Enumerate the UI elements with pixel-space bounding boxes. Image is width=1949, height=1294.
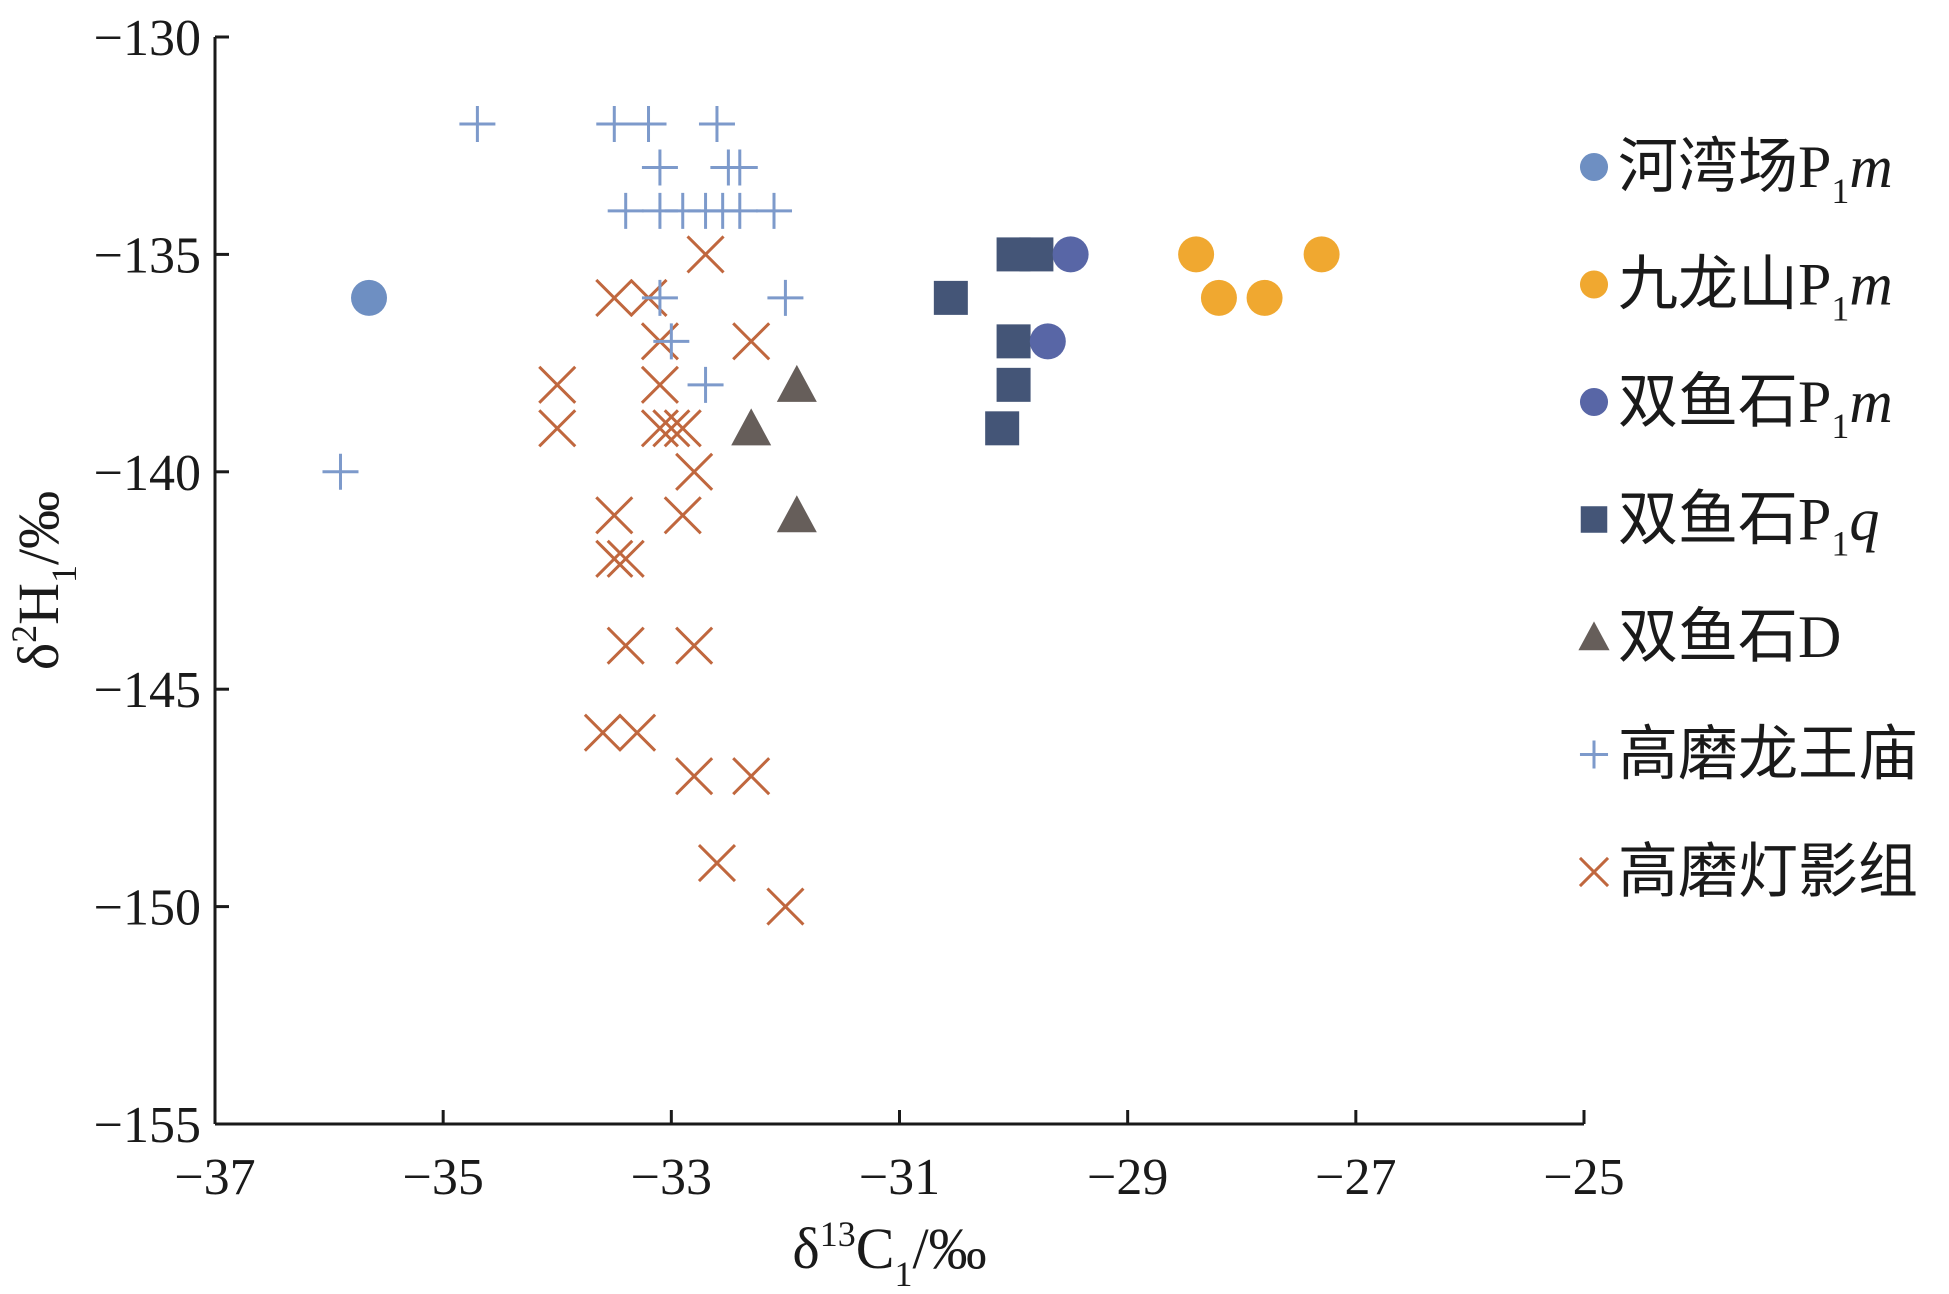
y-tick-label: −140 — [94, 445, 201, 502]
legend-label: 高磨灯影组 — [1618, 839, 1918, 905]
legend-item: 高磨灯影组 — [1578, 839, 1918, 905]
data-point — [697, 844, 737, 883]
legend-item: 九龙山P1m — [1579, 252, 1893, 329]
data-point — [595, 539, 634, 578]
series-1 — [351, 279, 388, 316]
legend-label: 河湾场P1m — [1618, 134, 1893, 211]
x-tick-label: −35 — [403, 1149, 484, 1206]
data-point — [1246, 279, 1283, 316]
data-point — [538, 365, 577, 404]
x-tick-label: −27 — [1315, 1149, 1396, 1206]
data-point — [1029, 323, 1066, 360]
legend-marker — [1580, 506, 1608, 533]
legend-marker — [1578, 621, 1610, 651]
data-point — [675, 757, 714, 796]
legend-marker — [1579, 740, 1609, 769]
data-point — [538, 409, 577, 448]
data-point — [663, 496, 702, 535]
data-point — [640, 365, 679, 404]
data-point — [776, 495, 817, 533]
data-point — [583, 713, 622, 752]
data-point — [698, 105, 735, 142]
plot-marks — [322, 105, 1340, 926]
data-point — [721, 149, 758, 186]
y-tick-label: −150 — [94, 880, 201, 937]
data-point — [459, 105, 496, 142]
legend-item: 河湾场P1m — [1579, 134, 1893, 211]
legend-label: 双鱼石D — [1618, 604, 1841, 670]
series-6 — [322, 105, 804, 490]
y-tick-label: −145 — [94, 662, 201, 719]
data-point — [996, 324, 1031, 359]
plot-axes: −37 −35 −33 −31 −29 −27 −25 −130 −135 −140 −145 −15… — [94, 10, 1625, 1206]
data-point — [767, 279, 804, 316]
x-tick-label: −29 — [1087, 1149, 1168, 1206]
data-point — [776, 364, 817, 402]
x-tick-label: −33 — [631, 1149, 712, 1206]
x-tick-label: −31 — [859, 1149, 940, 1206]
legend-item: 双鱼石P1q — [1580, 487, 1879, 564]
data-point — [1303, 236, 1340, 273]
data-point — [1200, 279, 1237, 316]
data-point — [687, 366, 724, 403]
y-tick-label: −155 — [94, 1097, 201, 1154]
data-point — [933, 280, 968, 315]
data-point — [675, 626, 714, 665]
legend-marker — [1579, 152, 1609, 182]
legend-label: 双鱼石P1q — [1618, 487, 1879, 564]
data-point — [630, 105, 667, 142]
data-point — [686, 235, 725, 274]
data-point — [606, 626, 645, 665]
axis-titles: δ13C1/‰ δ2H1/‰ — [4, 491, 987, 1294]
legend-marker — [1579, 387, 1609, 417]
data-point — [766, 887, 805, 926]
data-point — [618, 713, 657, 752]
data-point — [732, 322, 771, 361]
legend-label: 九龙山P1m — [1618, 252, 1893, 329]
legend-marker — [1579, 270, 1609, 299]
legend-item: 高磨龙王庙 — [1579, 722, 1918, 788]
data-point — [732, 757, 771, 796]
data-point — [663, 409, 702, 448]
legend-label: 高磨龙王庙 — [1618, 722, 1918, 788]
series-3 — [1029, 236, 1089, 360]
series-5 — [731, 364, 817, 533]
data-point — [731, 408, 772, 446]
data-point — [675, 452, 714, 491]
x-tick-label: −37 — [174, 1149, 255, 1206]
data-point — [595, 496, 634, 535]
legend-label: 双鱼石P1m — [1618, 369, 1893, 446]
data-point — [985, 411, 1020, 446]
y-axis-title: δ2H1/‰ — [4, 491, 84, 670]
data-point — [721, 192, 758, 229]
data-point — [606, 539, 645, 578]
series-2 — [1178, 236, 1340, 316]
data-point — [653, 323, 690, 360]
series-4 — [933, 237, 1054, 446]
x-tick-label: −25 — [1543, 1149, 1624, 1206]
legend-marker — [1578, 856, 1610, 888]
data-point — [351, 279, 388, 316]
data-point — [1052, 236, 1089, 273]
legend-item: 双鱼石D — [1578, 604, 1841, 670]
data-point — [641, 279, 678, 316]
y-tick-label: −135 — [94, 227, 201, 284]
legend-item: 双鱼石P1m — [1579, 369, 1893, 446]
data-point — [756, 192, 793, 229]
data-point — [607, 192, 644, 229]
data-point — [1019, 237, 1054, 272]
data-point — [322, 453, 359, 490]
data-point — [1178, 236, 1215, 273]
data-point — [596, 105, 633, 142]
data-point — [996, 367, 1031, 402]
data-point — [595, 278, 634, 317]
y-tick-label: −130 — [94, 10, 201, 67]
x-axis-title: δ13C1/‰ — [792, 1214, 986, 1294]
data-point — [652, 409, 691, 448]
data-point — [641, 149, 678, 186]
